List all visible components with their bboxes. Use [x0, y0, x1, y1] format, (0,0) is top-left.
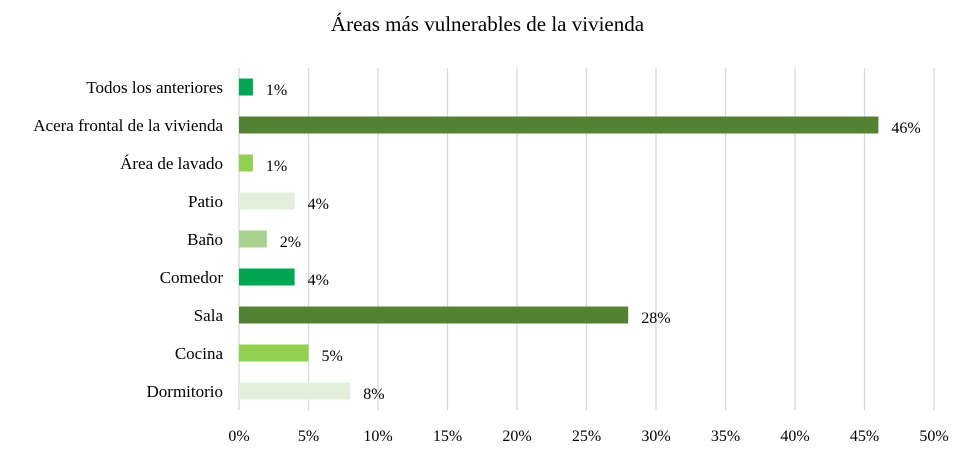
bar [239, 154, 253, 172]
value-labels: 1% 46% 1% 4% 2% 4% 28% 5% 8% [266, 82, 921, 403]
x-tick-label: 25% [572, 428, 601, 445]
x-tick-label: 30% [641, 428, 670, 445]
value-label: 5% [322, 348, 343, 365]
value-label: 2% [280, 234, 301, 251]
category-labels: Todos los anteriores Acera frontal de la … [33, 78, 223, 401]
value-label: 8% [363, 386, 384, 403]
value-label: 4% [308, 272, 329, 289]
value-label: 1% [266, 82, 287, 99]
x-axis-ticks: 0% 5% 10% 15% 20% 25% 30% 35% 40% 45% 50% [228, 428, 948, 445]
category-label: Área de lavado [120, 154, 223, 173]
category-label: Comedor [160, 268, 224, 287]
bar [239, 78, 253, 96]
bar [239, 268, 295, 286]
x-tick-label: 45% [850, 428, 879, 445]
value-label: 28% [641, 310, 670, 327]
x-tick-label: 35% [711, 428, 740, 445]
bars [239, 78, 879, 400]
x-tick-label: 10% [363, 428, 392, 445]
chart-title: Áreas más vulnerables de la vivienda [330, 12, 645, 36]
bar [239, 306, 629, 324]
bar [239, 230, 267, 248]
category-label: Cocina [175, 344, 224, 363]
category-label: Baño [187, 230, 223, 249]
x-tick-label: 40% [780, 428, 809, 445]
x-tick-label: 20% [502, 428, 531, 445]
category-label: Todos los anteriores [86, 78, 223, 97]
bar [239, 192, 295, 210]
bar [239, 382, 351, 400]
x-tick-label: 0% [228, 428, 249, 445]
category-label: Patio [188, 192, 223, 211]
bar [239, 344, 309, 362]
x-tick-label: 5% [298, 428, 319, 445]
category-label: Dormitorio [147, 382, 224, 401]
value-label: 4% [308, 196, 329, 213]
value-label: 46% [891, 120, 920, 137]
bar [239, 116, 879, 134]
category-label: Acera frontal de la vivienda [33, 116, 223, 135]
category-label: Sala [194, 306, 224, 325]
x-tick-label: 15% [433, 428, 462, 445]
x-tick-label: 50% [919, 428, 948, 445]
value-label: 1% [266, 158, 287, 175]
